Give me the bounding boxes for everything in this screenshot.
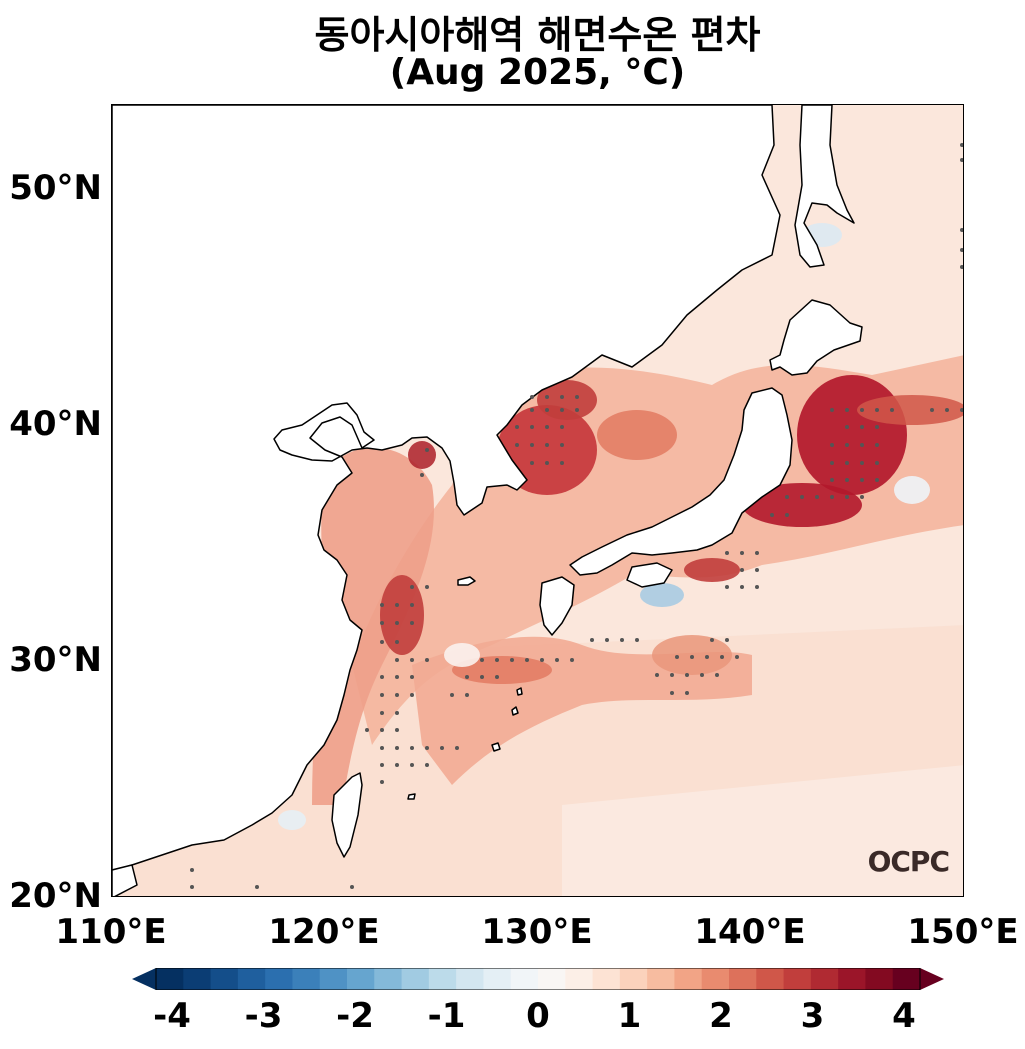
colorbar-cell [565,968,594,990]
colorbar-cell [783,968,812,990]
colorbar-cell [319,968,348,990]
colorbar-tick-label: 4 [892,996,916,1036]
colorbar-cell [428,968,457,990]
colorbar-cell [865,968,894,990]
colorbar-cell [183,968,212,990]
colorbar-cell [810,968,839,990]
colorbar-cell [237,968,266,990]
colorbar-tick-label: 0 [526,996,550,1036]
colorbar-cell [483,968,512,990]
colorbar-cell [592,968,621,990]
lat-label-40n: 40°N [9,404,102,444]
lon-label-110e: 110°E [55,912,167,952]
colorbar [132,968,944,990]
colorbar-cell [456,968,484,990]
colorbar-tick-label: 1 [617,996,642,1036]
colorbar-max-extend [920,968,944,990]
ocpc-logo: OCPC [867,845,950,878]
sst-anomaly-map: OCPC [111,104,964,897]
colorbar-cell [538,968,566,990]
lon-label-150e: 150°E [907,912,1019,952]
colorbar-cell [619,968,648,990]
map-title-line2: (Aug 2025, °C) [389,52,686,93]
lon-label-120e: 120°E [268,912,380,952]
map-canvas [112,105,963,896]
lon-label-140e: 140°E [694,912,806,952]
colorbar-cell [292,968,321,990]
colorbar-cell [510,968,539,990]
colorbar-tick-label: -2 [336,996,374,1036]
colorbar-cell [838,968,866,990]
lat-label-20n: 20°N [9,876,102,916]
colorbar-cell [674,968,703,990]
colorbar-cell [347,968,375,990]
lat-label-30n: 30°N [9,640,102,680]
colorbar-cell [374,968,403,990]
colorbar-cell [892,968,921,990]
colorbar-cell [647,968,675,990]
colorbar-tick-label: -3 [244,996,283,1036]
colorbar-min-extend [132,968,156,990]
colorbar-cell [729,968,757,990]
map-title-line1: 동아시아해역 해면수온 편차 [314,13,761,57]
colorbar-cell [210,968,239,990]
lat-label-50n: 50°N [9,168,102,208]
colorbar-cell [701,968,730,990]
colorbar-cell [265,968,293,990]
colorbar-tick-label: -1 [427,996,466,1036]
colorbar-tick-label: 3 [800,996,825,1036]
colorbar-tick-label: 2 [709,996,733,1036]
colorbar-tick-label: -4 [153,996,191,1036]
colorbar-cell [756,968,785,990]
colorbar-cell [401,968,430,990]
lon-label-130e: 130°E [481,912,593,952]
colorbar-cell [156,968,184,990]
